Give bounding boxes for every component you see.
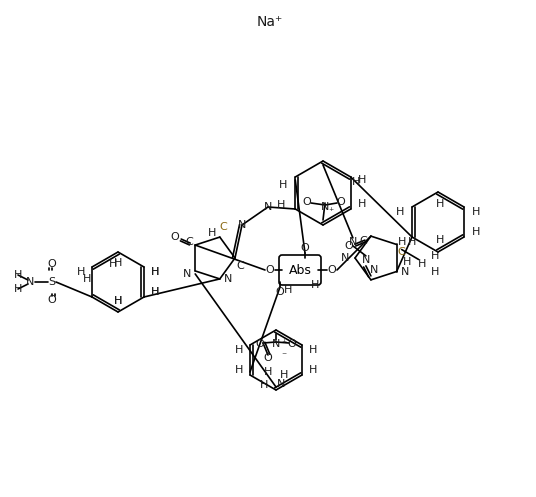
Text: H: H bbox=[472, 207, 480, 217]
Text: ⁺: ⁺ bbox=[281, 339, 287, 349]
Text: H: H bbox=[352, 177, 360, 187]
Text: O: O bbox=[266, 265, 274, 275]
Text: C: C bbox=[185, 237, 193, 247]
Text: N: N bbox=[238, 220, 246, 230]
Text: O: O bbox=[288, 339, 296, 349]
Text: H: H bbox=[151, 287, 159, 297]
Text: N: N bbox=[26, 277, 34, 287]
Text: H: H bbox=[418, 259, 426, 269]
Text: O: O bbox=[264, 353, 272, 363]
Text: ⁻: ⁻ bbox=[281, 351, 287, 361]
Text: H: H bbox=[430, 267, 439, 277]
Text: H: H bbox=[83, 274, 91, 284]
Text: N: N bbox=[321, 202, 329, 212]
Text: O: O bbox=[48, 295, 56, 305]
Text: S: S bbox=[48, 277, 56, 287]
Text: C: C bbox=[219, 222, 227, 232]
Text: H: H bbox=[309, 345, 317, 355]
Text: H: H bbox=[309, 365, 317, 375]
Text: H: H bbox=[430, 251, 439, 261]
Text: H: H bbox=[151, 267, 159, 277]
Text: H: H bbox=[151, 287, 159, 297]
Text: N: N bbox=[264, 202, 272, 212]
Text: O: O bbox=[327, 265, 337, 275]
Text: H: H bbox=[396, 207, 404, 217]
Text: Na⁺: Na⁺ bbox=[257, 15, 283, 29]
Text: H: H bbox=[277, 200, 286, 210]
Text: ⁺: ⁺ bbox=[329, 207, 333, 217]
Text: O: O bbox=[303, 197, 311, 207]
Text: H: H bbox=[358, 199, 366, 209]
Text: O: O bbox=[301, 243, 309, 253]
Text: H: H bbox=[398, 237, 406, 247]
Text: C: C bbox=[236, 261, 244, 271]
Text: H: H bbox=[472, 227, 480, 237]
Text: H: H bbox=[151, 267, 159, 277]
Text: H: H bbox=[260, 380, 268, 390]
Text: N: N bbox=[370, 265, 378, 275]
Text: N: N bbox=[362, 255, 370, 265]
Text: N: N bbox=[400, 266, 409, 276]
Text: H: H bbox=[436, 199, 444, 209]
Text: O: O bbox=[345, 241, 353, 251]
Text: O: O bbox=[276, 287, 285, 297]
FancyBboxPatch shape bbox=[279, 255, 321, 285]
Text: H: H bbox=[14, 284, 22, 294]
Text: H: H bbox=[407, 238, 416, 248]
Text: H: H bbox=[279, 180, 287, 190]
Text: O: O bbox=[171, 232, 180, 242]
Text: N: N bbox=[224, 274, 232, 284]
Text: H: H bbox=[114, 258, 122, 268]
Text: H: H bbox=[114, 296, 122, 306]
Text: H: H bbox=[284, 285, 292, 295]
Text: H: H bbox=[235, 345, 243, 355]
Text: O: O bbox=[48, 259, 56, 269]
Text: H: H bbox=[280, 370, 288, 380]
Text: N: N bbox=[272, 339, 280, 349]
Text: H: H bbox=[109, 259, 117, 269]
Text: H: H bbox=[207, 228, 216, 238]
Text: H: H bbox=[403, 256, 411, 266]
Text: N: N bbox=[183, 269, 191, 279]
Text: C: C bbox=[398, 248, 405, 257]
Text: H: H bbox=[77, 267, 85, 277]
Text: H: H bbox=[264, 367, 272, 377]
Text: H: H bbox=[311, 280, 319, 290]
Text: H: H bbox=[114, 296, 122, 306]
Text: O: O bbox=[337, 197, 345, 207]
Text: H: H bbox=[358, 175, 366, 185]
Text: N: N bbox=[341, 253, 349, 263]
Text: C: C bbox=[359, 236, 367, 246]
Text: N: N bbox=[349, 237, 357, 247]
Text: H: H bbox=[14, 270, 22, 280]
Text: H: H bbox=[436, 235, 444, 245]
Text: O: O bbox=[256, 339, 264, 349]
Text: Abs: Abs bbox=[288, 263, 311, 276]
Text: H: H bbox=[235, 365, 243, 375]
Text: N: N bbox=[277, 379, 285, 389]
